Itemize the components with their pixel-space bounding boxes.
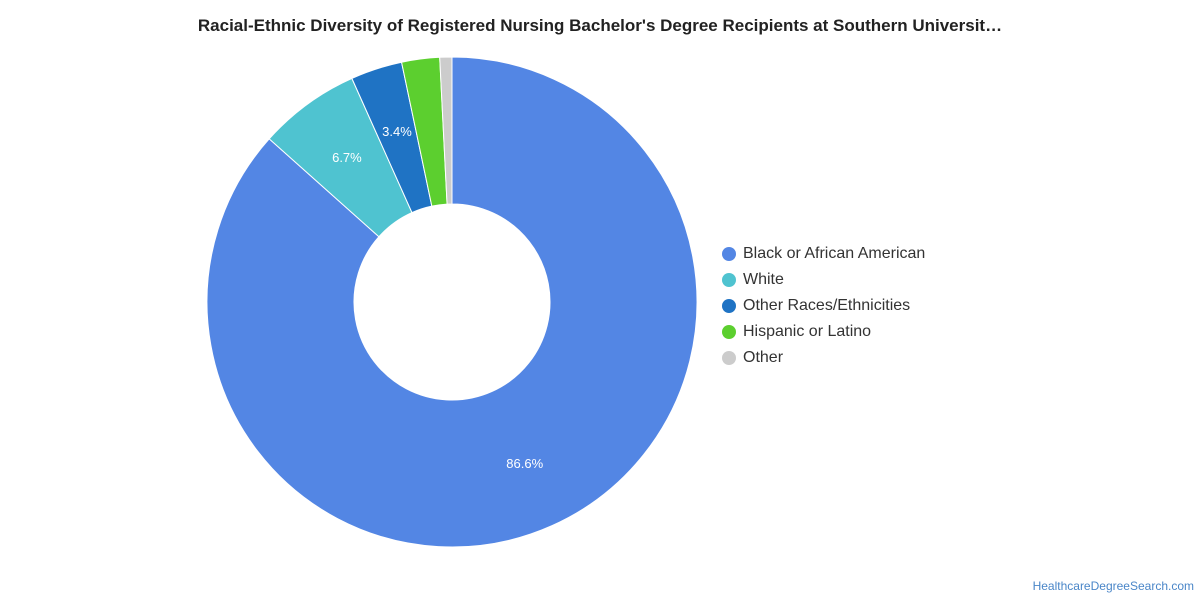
legend-item-white[interactable]: White (722, 267, 925, 293)
data-label-other-races-ethnicities: 3.4% (382, 124, 412, 139)
legend-label: Black or African American (743, 245, 926, 262)
slice-black-or-african-american[interactable] (206, 56, 698, 548)
data-label-black-or-african-american: 86.6% (506, 456, 543, 471)
legend-swatch (722, 299, 736, 313)
legend-swatch (722, 273, 736, 287)
legend-item-other-races-ethnicities[interactable]: Other Races/Ethnicities (722, 293, 925, 319)
legend-label: Other Races/Ethnicities (743, 297, 911, 314)
legend-swatch (722, 247, 736, 261)
legend-label: Other (743, 349, 784, 366)
legend: Black or African American White Other Race… (722, 241, 925, 371)
legend-item-other[interactable]: Other (722, 345, 925, 371)
slice-other[interactable] (439, 56, 453, 205)
legend-item-black-or-african-american[interactable]: Black or African American (722, 241, 925, 267)
legend-label: White (743, 271, 784, 288)
legend-items: Black or African American White Other Race… (722, 241, 925, 371)
legend-swatch (722, 325, 736, 339)
data-label-white: 6.7% (332, 150, 362, 165)
chart-title: Racial-Ethnic Diversity of Registered Nu… (197, 16, 1003, 35)
legend-item-hispanic-or-latino[interactable]: Hispanic or Latino (722, 319, 925, 345)
legend-label: Hispanic or Latino (743, 323, 872, 340)
donut-data-labels: 86.6% 6.7% 3.4% (332, 124, 544, 471)
donut-slices (206, 56, 698, 548)
legend-swatch (722, 351, 736, 365)
source-credit[interactable]: HealthcareDegreeSearch.com (1032, 579, 1194, 593)
